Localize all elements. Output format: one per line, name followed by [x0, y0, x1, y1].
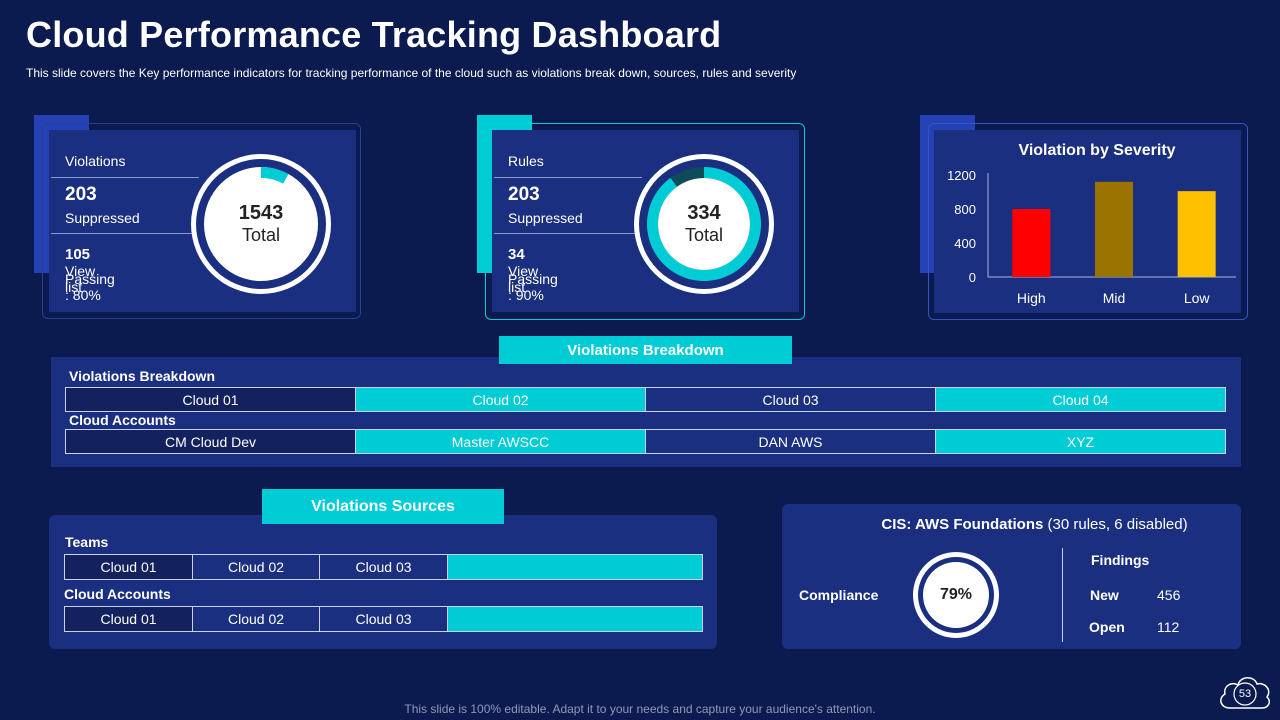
cloud-icon	[1220, 677, 1270, 709]
rules-view-count: 34	[508, 246, 525, 263]
severity-bar	[1177, 191, 1216, 277]
cis-title-rest: (30 rules, 6 disabled)	[1043, 516, 1188, 533]
violations-total-label: Total	[241, 225, 281, 246]
rules-total-value: 334	[687, 202, 721, 225]
severity-y-tick-label: 400	[954, 236, 976, 251]
cis-panel	[782, 504, 1241, 649]
severity-x-tick-label: High	[1017, 290, 1046, 306]
cis-open-value: 112	[1157, 619, 1180, 635]
violations-card-frame	[42, 123, 361, 319]
violations-passing: Passing : 80%	[65, 271, 115, 303]
violations-divider-bottom	[51, 233, 199, 234]
sources-cell[interactable]: Cloud 03	[320, 555, 448, 579]
severity-x-tick-label: Low	[1184, 290, 1211, 306]
page-number: 53	[1238, 688, 1252, 700]
cis-open-label: Open	[1089, 619, 1125, 635]
cis-compliance-value: 79%	[939, 586, 973, 603]
severity-bar	[1095, 181, 1133, 277]
cis-donut-inner	[923, 562, 989, 628]
breakdown-cell[interactable]: DAN AWS	[646, 430, 936, 453]
rules-label: Rules	[508, 153, 544, 169]
sources-cell[interactable]: Cloud 01	[65, 555, 193, 579]
rules-suppressed-label: Suppressed	[508, 210, 583, 226]
breakdown-tab: Violations Breakdown	[499, 336, 792, 364]
page-subtitle: This slide covers the Key performance in…	[26, 66, 797, 80]
breakdown-cell[interactable]: Cloud 03	[646, 388, 936, 411]
breakdown-row2-label: Cloud Accounts	[69, 412, 176, 428]
violations-donut: 1543 Total	[189, 152, 333, 296]
severity-y-tick-label: 0	[969, 270, 976, 285]
severity-y-tick-label: 1200	[947, 168, 976, 183]
cis-findings-label: Findings	[1091, 552, 1150, 568]
violations-view-count: 105	[65, 246, 91, 263]
violations-donut-arc	[261, 167, 289, 184]
breakdown-cell[interactable]: Cloud 01	[66, 388, 356, 411]
page-number-badge: 53	[1216, 664, 1274, 714]
rules-donut: 334 Total	[632, 152, 776, 296]
violations-donut-svg	[191, 154, 331, 294]
sources-row-teams: Cloud 01 Cloud 02 Cloud 03	[64, 554, 703, 580]
cis-title: CIS: AWS Foundations (30 rules, 6 disabl…	[782, 516, 1280, 533]
cis-donut-svg	[913, 552, 999, 638]
rules-view-list[interactable]: 34 View list	[508, 246, 538, 295]
severity-y-tick-label: 800	[954, 202, 976, 217]
violations-suppressed-label: Suppressed	[65, 210, 140, 226]
severity-chart: 0 400 800 1200 High Mid Low	[947, 168, 1236, 306]
sources-cell[interactable]: Cloud 02	[193, 555, 320, 579]
cis-divider	[1062, 548, 1063, 642]
sources-tab: Violations Sources	[262, 489, 504, 524]
page-title: Cloud Performance Tracking Dashboard	[26, 14, 722, 55]
violations-donut-text: 1543 Total	[189, 152, 333, 296]
rules-divider-bottom	[494, 233, 642, 234]
rules-donut-text: 334 Total	[632, 152, 776, 296]
violations-view-label: View list	[65, 263, 96, 295]
violations-donut-center	[215, 178, 307, 270]
sources-cell[interactable]: Cloud 01	[65, 607, 193, 631]
breakdown-cell[interactable]: CM Cloud Dev	[66, 430, 356, 453]
breakdown-cell[interactable]: Cloud 04	[936, 388, 1225, 411]
breakdown-row1-label: Violations Breakdown	[69, 368, 215, 384]
rules-divider-top	[494, 177, 642, 178]
cis-compliance-label: Compliance	[799, 587, 879, 603]
breakdown-cell[interactable]: Master AWSCC	[356, 430, 646, 453]
cis-title-bold: CIS: AWS Foundations	[881, 516, 1044, 533]
rules-card-frame	[485, 123, 805, 320]
sources-teams-label: Teams	[65, 534, 109, 550]
severity-bar	[1012, 209, 1051, 277]
rules-donut-svg	[634, 154, 774, 294]
sources-bar-fill	[448, 555, 702, 579]
severity-card-frame	[928, 123, 1248, 320]
breakdown-cell[interactable]: Cloud 02	[356, 388, 646, 411]
rules-donut-center	[658, 178, 750, 270]
rules-suppressed-count: 203	[508, 184, 540, 205]
breakdown-row-clouds: Cloud 01 Cloud 02 Cloud 03 Cloud 04	[65, 387, 1226, 412]
severity-chart-title: Violation by Severity	[1018, 142, 1176, 159]
rules-total-label: Total	[684, 225, 724, 246]
severity-chart-bars: High Mid Low	[1012, 181, 1216, 306]
cis-new-value: 456	[1157, 587, 1181, 603]
sources-accounts-label: Cloud Accounts	[64, 586, 171, 602]
breakdown-row-accounts: CM Cloud Dev Master AWSCC DAN AWS XYZ	[65, 429, 1226, 454]
rules-passing: Passing : 90%	[508, 271, 558, 303]
sources-cell[interactable]: Cloud 03	[320, 607, 448, 631]
breakdown-cell[interactable]: XYZ	[936, 430, 1225, 453]
violations-divider-top	[51, 177, 199, 178]
violations-total-value: 1543	[238, 202, 284, 225]
sources-cell[interactable]: Cloud 02	[193, 607, 320, 631]
sources-row-accounts: Cloud 01 Cloud 02 Cloud 03	[64, 606, 703, 632]
cis-compliance-donut: 79%	[913, 552, 999, 638]
footer-note: This slide is 100% editable. Adapt it to…	[404, 702, 876, 716]
violations-suppressed-count: 203	[65, 184, 97, 205]
cis-new-label: New	[1090, 587, 1119, 603]
violations-label: Violations	[65, 153, 126, 169]
severity-x-tick-label: Mid	[1103, 290, 1126, 306]
violations-view-list[interactable]: 105 View list	[65, 246, 95, 295]
rules-view-label: View list	[508, 263, 539, 295]
sources-bar-fill	[448, 607, 702, 631]
